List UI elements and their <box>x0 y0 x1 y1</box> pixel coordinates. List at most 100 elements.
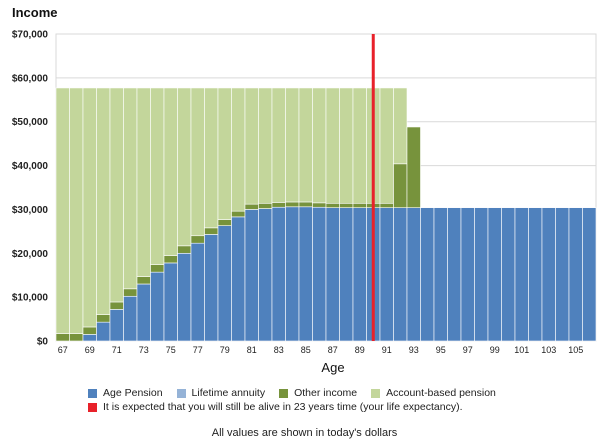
bar-other-income-91 <box>379 202 394 208</box>
bar-other-income-79 <box>217 219 232 226</box>
bar-other-income-73 <box>136 276 151 285</box>
legend-swatch-account-based-pension <box>371 388 381 398</box>
bar-age-pension-69 <box>82 334 97 342</box>
legend-swatch-lifetime-annuity <box>176 388 186 398</box>
x-tick-label: 81 <box>247 345 257 355</box>
legend-label-other-income: Other income <box>294 387 358 399</box>
legend-label-lifetime-annuity: Lifetime annuity <box>191 387 266 399</box>
bar-age-pension-76 <box>177 252 192 342</box>
legend-item-age-pension: Age Pension <box>88 386 163 400</box>
bar-age-pension-101 <box>514 207 529 342</box>
bar-account-based-pension-69 <box>82 87 97 328</box>
bar-age-pension-72 <box>123 295 138 342</box>
x-tick-label: 71 <box>112 345 122 355</box>
bar-account-based-pension-82 <box>258 87 273 204</box>
x-tick-label: 89 <box>355 345 365 355</box>
bar-age-pension-92 <box>393 207 408 342</box>
bar-other-income-75 <box>163 255 178 264</box>
bar-age-pension-84 <box>285 206 300 342</box>
bar-other-income-83 <box>271 202 286 208</box>
chart-title: Income <box>12 5 58 20</box>
bar-account-based-pension-70 <box>96 87 111 315</box>
footer-note: All values are shown in today's dollars <box>211 427 398 439</box>
x-tick-label: 103 <box>541 345 556 355</box>
legend-swatch-age-pension <box>88 388 97 398</box>
bar-age-pension-86 <box>312 206 327 342</box>
bar-age-pension-99 <box>487 207 502 342</box>
bar-age-pension-77 <box>190 242 205 342</box>
bar-age-pension-105 <box>568 207 583 342</box>
bar-other-income-82 <box>258 202 273 209</box>
bar-age-pension-94 <box>420 207 435 342</box>
legend-label-age-pension: Age Pension <box>103 387 163 399</box>
bar-account-based-pension-78 <box>204 87 219 229</box>
bar-account-based-pension-92 <box>393 87 408 165</box>
bar-other-income-78 <box>204 227 219 235</box>
bar-other-income-74 <box>150 264 165 273</box>
bar-account-based-pension-74 <box>150 87 165 265</box>
bar-other-income-84 <box>285 201 300 208</box>
x-tick-label: 87 <box>328 345 338 355</box>
bar-other-income-71 <box>109 301 124 310</box>
legend-series-row: Age Pension Lifetime annuity Other incom… <box>88 386 510 400</box>
x-tick-label: 91 <box>382 345 392 355</box>
bar-other-income-68 <box>69 333 84 342</box>
bar-age-pension-96 <box>447 207 462 342</box>
bar-age-pension-100 <box>501 207 516 342</box>
bar-other-income-86 <box>312 202 327 208</box>
bar-age-pension-70 <box>96 321 111 342</box>
x-tick-label: 67 <box>58 345 68 355</box>
y-axis-ticks: $0 $10,000 $20,000 $30,000 $40,000 $50,000 $60… <box>12 30 49 348</box>
bar-other-income-69 <box>82 326 97 335</box>
x-tick-label: 73 <box>139 345 149 355</box>
bar-other-income-81 <box>244 203 259 210</box>
x-axis-title: Age <box>321 360 344 375</box>
bar-other-income-85 <box>298 201 313 208</box>
bar-age-pension-73 <box>136 283 151 342</box>
legend-item-lifetime-annuity: Lifetime annuity <box>176 386 266 400</box>
bar-other-income-70 <box>96 314 111 323</box>
bar-other-income-80 <box>231 210 246 218</box>
bar-other-income-88 <box>339 202 354 208</box>
bar-account-based-pension-85 <box>298 87 313 203</box>
bar-age-pension-102 <box>528 207 543 342</box>
bar-age-pension-80 <box>231 216 246 342</box>
bar-account-based-pension-89 <box>352 87 367 204</box>
bar-age-pension-91 <box>379 207 394 342</box>
legend: Age Pension Lifetime annuity Other incom… <box>88 386 510 414</box>
bar-age-pension-87 <box>325 207 340 342</box>
x-tick-label: 79 <box>220 345 230 355</box>
bar-account-based-pension-72 <box>123 87 138 290</box>
bar-other-income-93 <box>406 126 421 208</box>
x-tick-label: 97 <box>463 345 473 355</box>
bar-account-based-pension-67 <box>55 87 70 334</box>
bar-age-pension-89 <box>352 207 367 342</box>
legend-label-life-expectancy: It is expected that you will still be al… <box>103 401 463 413</box>
legend-label-account-based-pension: Account-based pension <box>386 387 496 399</box>
bar-account-based-pension-84 <box>285 87 300 203</box>
y-tick-label: $0 <box>37 337 49 348</box>
x-tick-label: 93 <box>409 345 419 355</box>
y-tick-label: $40,000 <box>12 161 49 172</box>
y-tick-label: $70,000 <box>12 30 49 41</box>
x-tick-label: 95 <box>436 345 446 355</box>
bar-other-income-72 <box>123 288 138 297</box>
x-tick-label: 99 <box>490 345 500 355</box>
bar-account-based-pension-76 <box>177 87 192 247</box>
x-tick-label: 101 <box>514 345 529 355</box>
bar-age-pension-103 <box>541 207 556 342</box>
legend-item-other-income: Other income <box>279 386 357 400</box>
y-tick-label: $10,000 <box>12 293 49 304</box>
y-tick-label: $30,000 <box>12 205 49 216</box>
bar-account-based-pension-86 <box>312 87 327 204</box>
x-tick-label: 69 <box>85 345 95 355</box>
bar-age-pension-79 <box>217 225 232 342</box>
bar-age-pension-78 <box>204 234 219 342</box>
bar-account-based-pension-68 <box>69 87 84 334</box>
legend-item-account-based-pension: Account-based pension <box>371 386 496 400</box>
bar-age-pension-97 <box>460 207 475 342</box>
bar-age-pension-82 <box>258 208 273 342</box>
bar-age-pension-71 <box>109 309 124 342</box>
bar-account-based-pension-81 <box>244 87 259 205</box>
